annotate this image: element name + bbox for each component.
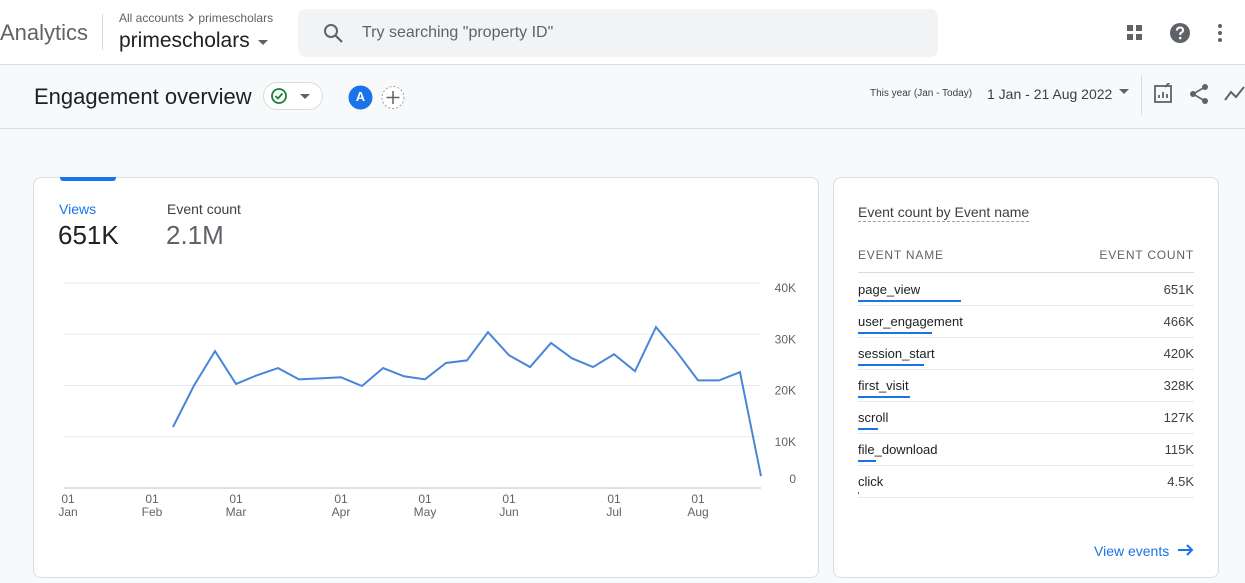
event-name: click <box>858 474 883 489</box>
breadcrumb-item[interactable]: primescholars <box>198 11 273 25</box>
status-chip[interactable] <box>263 82 323 110</box>
y-tick-label: 20K <box>775 384 796 398</box>
dropdown-icon <box>256 37 270 47</box>
y-tick-label: 40K <box>775 281 796 295</box>
y-tick-label: 10K <box>775 435 796 449</box>
help-icon[interactable] <box>1169 22 1191 44</box>
table-card: Event count by Event name EVENT NAME EVE… <box>833 177 1219 578</box>
count-bar <box>858 364 924 366</box>
avatar-letter: A <box>348 89 373 104</box>
x-tick-label: 01 Feb <box>137 493 167 519</box>
dropdown-icon[interactable] <box>1118 88 1130 96</box>
date-label: This year (Jan - Today) <box>870 88 972 99</box>
table-title[interactable]: Event count by Event name <box>858 204 1029 222</box>
event-count: 420K <box>1164 346 1194 361</box>
apps-icon[interactable] <box>1126 24 1144 42</box>
insights-icon[interactable] <box>1224 83 1245 105</box>
table-row: file_download 115K <box>858 433 1194 466</box>
product-name[interactable]: Analytics <box>0 20 88 46</box>
page-header: Engagement overview A This year (Jan - T… <box>0 65 1245 129</box>
x-tick-label: 01 Aug <box>683 493 713 519</box>
view-events-link[interactable]: View events <box>1094 543 1195 559</box>
count-bar <box>858 492 859 494</box>
data-line <box>173 327 761 476</box>
event-name: session_start <box>858 346 935 361</box>
column-header: EVENT COUNT <box>858 248 1194 262</box>
count-bar <box>858 300 961 302</box>
search-placeholder: Try searching "property ID" <box>362 24 553 42</box>
property-selector[interactable]: primescholars <box>119 29 270 53</box>
event-count: 115K <box>1165 442 1194 457</box>
breadcrumb[interactable]: All accounts primescholars <box>119 11 273 25</box>
event-name: page_view <box>858 282 920 297</box>
y-tick-label: 30K <box>775 332 796 346</box>
chart-card: Views 651K Event count 2.1M 010K20K30K40… <box>33 177 819 578</box>
search-box[interactable]: Try searching "property ID" <box>298 9 938 57</box>
table-row: session_start 420K <box>858 337 1194 370</box>
table-row: scroll 127K <box>858 401 1194 434</box>
more-icon[interactable] <box>1214 23 1226 43</box>
date-range[interactable]: 1 Jan - 21 Aug 2022 <box>987 86 1112 102</box>
event-count: 466K <box>1164 314 1194 329</box>
x-tick-label: 01 Jun <box>494 493 524 519</box>
chevron-icon <box>187 13 195 22</box>
event-name: scroll <box>858 410 888 425</box>
table-row: click 4.5K <box>858 465 1194 498</box>
breadcrumb-item[interactable]: All accounts <box>119 11 184 25</box>
event-count: 127K <box>1164 410 1194 425</box>
event-name: file_download <box>858 442 938 457</box>
customize-icon[interactable] <box>1153 83 1175 105</box>
x-tick-label: 01 Mar <box>221 493 251 519</box>
event-count: 651K <box>1164 282 1194 297</box>
event-count: 4.5K <box>1167 474 1194 489</box>
table-row: user_engagement 466K <box>858 305 1194 338</box>
x-tick-label: 01 Apr <box>326 493 356 519</box>
page-title: Engagement overview <box>34 84 252 110</box>
x-tick-label: 01 Jan <box>53 493 83 519</box>
link-text[interactable]: View events <box>1094 543 1169 559</box>
count-bar <box>858 460 876 462</box>
count-bar <box>858 428 878 430</box>
event-name: first_visit <box>858 378 909 393</box>
event-count: 328K <box>1164 378 1194 393</box>
x-tick-label: 01 Jul <box>599 493 629 519</box>
divider <box>102 14 103 50</box>
share-icon[interactable] <box>1189 83 1211 105</box>
table-row: page_view 651K <box>858 273 1194 306</box>
table-row: first_visit 328K <box>858 369 1194 402</box>
property-name[interactable]: primescholars <box>119 29 250 52</box>
search-icon <box>322 22 344 44</box>
event-name: user_engagement <box>858 314 963 329</box>
x-tick-label: 01 May <box>410 493 440 519</box>
page: Analytics All accounts primescholars pri… <box>0 0 1245 583</box>
top-bar: Analytics All accounts primescholars pri… <box>0 0 1245 65</box>
y-tick-label: 0 <box>789 472 796 486</box>
count-bar <box>858 396 910 398</box>
arrow-icon <box>1177 544 1195 556</box>
count-bar <box>858 332 932 334</box>
divider <box>1141 75 1142 115</box>
